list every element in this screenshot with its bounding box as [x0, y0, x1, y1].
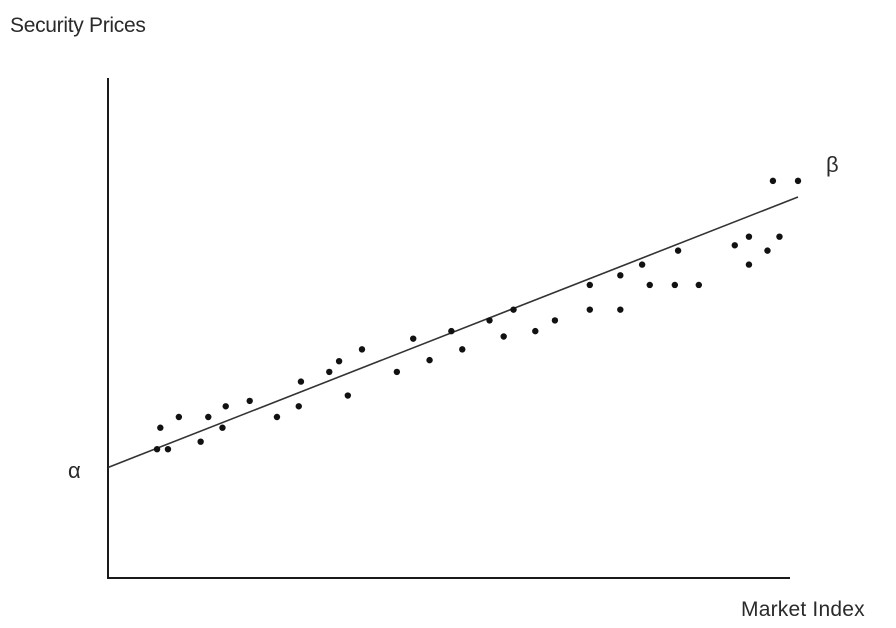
data-point-37 [745, 233, 753, 240]
data-point-14 [335, 357, 343, 365]
data-point-20 [448, 327, 455, 335]
data-point-31 [638, 261, 646, 268]
data-point-4 [175, 413, 183, 421]
data-point-27 [586, 306, 594, 313]
data-point-33 [671, 281, 679, 289]
data-point-19 [426, 356, 433, 364]
x-axis-label: Market Index [741, 598, 865, 621]
data-point-32 [646, 281, 653, 289]
data-point-1 [153, 446, 161, 453]
data-point-6 [205, 413, 212, 421]
data-points [153, 177, 802, 453]
data-point-10 [273, 413, 281, 421]
data-point-29 [617, 306, 624, 313]
data-point-30 [617, 272, 624, 279]
data-point-41 [769, 177, 777, 185]
data-point-2 [164, 446, 172, 453]
y-axis-label: Security Prices [10, 14, 146, 37]
data-point-7 [219, 424, 226, 431]
data-point-24 [510, 306, 517, 313]
alpha-intercept-label: α [68, 458, 81, 483]
data-point-35 [695, 281, 703, 289]
data-point-34 [674, 247, 682, 254]
data-point-40 [776, 233, 783, 240]
data-point-16 [358, 346, 366, 353]
data-point-17 [393, 368, 401, 376]
data-point-39 [764, 247, 771, 254]
data-point-36 [731, 242, 738, 249]
beta-slope-label: β [826, 152, 839, 177]
data-point-42 [794, 177, 802, 185]
data-point-3 [157, 424, 164, 431]
data-point-13 [326, 368, 333, 376]
data-point-5 [197, 438, 204, 445]
data-point-38 [745, 261, 753, 268]
data-point-15 [344, 392, 352, 399]
data-point-12 [297, 378, 305, 385]
data-point-22 [486, 317, 493, 324]
data-point-25 [532, 327, 539, 335]
data-point-28 [586, 281, 594, 289]
data-point-18 [410, 335, 417, 342]
data-point-23 [500, 333, 507, 340]
data-point-8 [222, 403, 229, 410]
data-point-11 [295, 403, 302, 410]
data-point-9 [246, 397, 253, 405]
data-point-26 [551, 317, 559, 324]
data-point-21 [459, 346, 466, 353]
